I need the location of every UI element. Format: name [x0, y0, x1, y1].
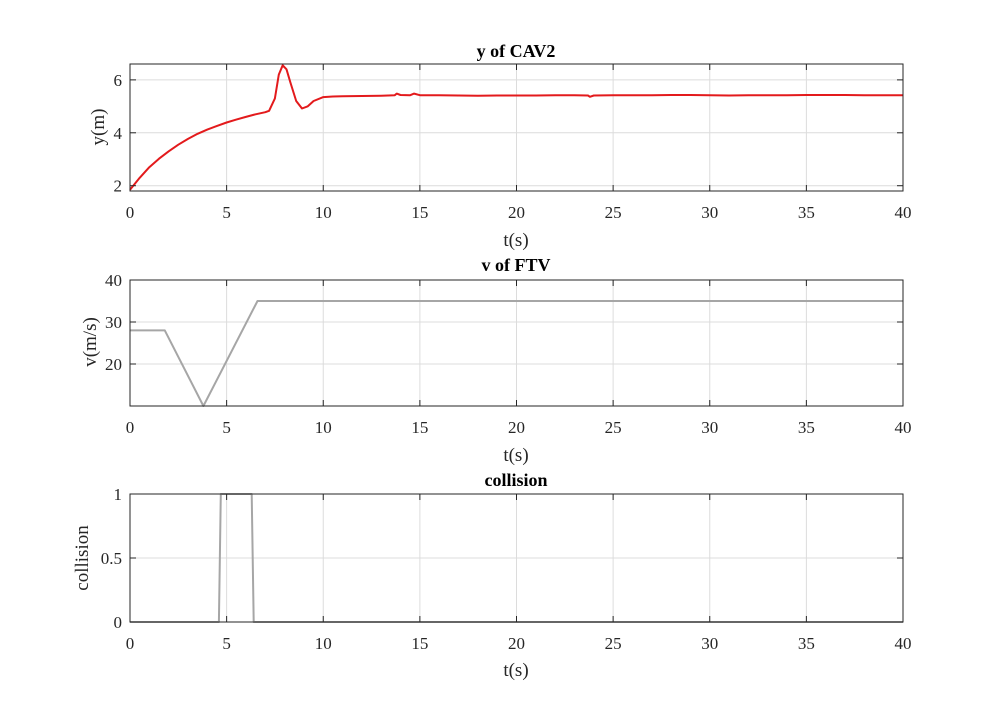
x-tick-label: 0 [126, 203, 135, 222]
y-tick-label: 1 [114, 485, 123, 504]
y-tick-label: 0 [114, 613, 123, 632]
y-tick-label: 20 [105, 355, 122, 374]
x-tick-label: 15 [411, 203, 428, 222]
chart-title: y of CAV2 [477, 41, 556, 61]
plot-area: 0 5 10 15 20 25 30 35 40 20 30 40 [105, 271, 912, 437]
x-tick-label: 0 [126, 418, 135, 437]
chart-title: v of FTV [482, 255, 551, 275]
chart-title: collision [484, 470, 547, 490]
x-tick-label: 30 [701, 634, 718, 653]
x-tick-label: 40 [895, 418, 912, 437]
x-tick-label: 20 [508, 203, 525, 222]
x-tick-label: 20 [508, 634, 525, 653]
x-tick-label: 5 [222, 634, 231, 653]
x-tick-label: 30 [701, 203, 718, 222]
y-tick-label: 40 [105, 271, 122, 290]
subplot-y-of-cav2: 0 5 10 15 20 25 30 35 40 2 4 6 y of CAV2 t(s) y(m) [88, 41, 912, 251]
x-tick-label: 10 [315, 634, 332, 653]
x-tick-label: 40 [895, 634, 912, 653]
y-axis-label: v(m/s) [80, 317, 101, 367]
x-tick-label: 20 [508, 418, 525, 437]
x-tick-label: 15 [411, 634, 428, 653]
x-tick-label: 0 [126, 634, 135, 653]
x-axis-label: t(s) [503, 445, 528, 466]
subplot-v-of-ftv: 0 5 10 15 20 25 30 35 40 20 30 40 v of FTV t(s) v(m… [80, 255, 912, 466]
x-tick-label: 25 [605, 203, 622, 222]
y-axis-label: y(m) [88, 109, 109, 146]
x-axis-label: t(s) [503, 230, 528, 251]
y-tick-label: 6 [114, 71, 123, 90]
plot-area: 0 5 10 15 20 25 30 35 40 2 4 6 [114, 63, 912, 222]
x-axis-label: t(s) [503, 660, 528, 681]
plot-area: 0 5 10 15 20 25 30 35 40 0 0.5 1 [101, 485, 912, 653]
x-tick-label: 15 [411, 418, 428, 437]
x-tick-label: 10 [315, 418, 332, 437]
y-axis-label: collision [72, 525, 93, 591]
x-tick-label: 10 [315, 203, 332, 222]
y-tick-label: 4 [114, 124, 123, 143]
x-tick-label: 5 [222, 418, 231, 437]
y-tick-label: 30 [105, 313, 122, 332]
series-line [129, 64, 903, 191]
x-tick-label: 40 [895, 203, 912, 222]
x-tick-label: 5 [222, 203, 231, 222]
x-tick-label: 30 [701, 418, 718, 437]
subplot-collision: 0 5 10 15 20 25 30 35 40 0 0.5 1 collision t(s) col… [72, 470, 912, 681]
x-tick-label: 35 [798, 634, 815, 653]
y-tick-label: 0.5 [101, 549, 122, 568]
x-tick-label: 35 [798, 418, 815, 437]
y-tick-label: 2 [114, 177, 123, 196]
x-tick-label: 25 [605, 634, 622, 653]
x-tick-label: 35 [798, 203, 815, 222]
x-tick-label: 25 [605, 418, 622, 437]
